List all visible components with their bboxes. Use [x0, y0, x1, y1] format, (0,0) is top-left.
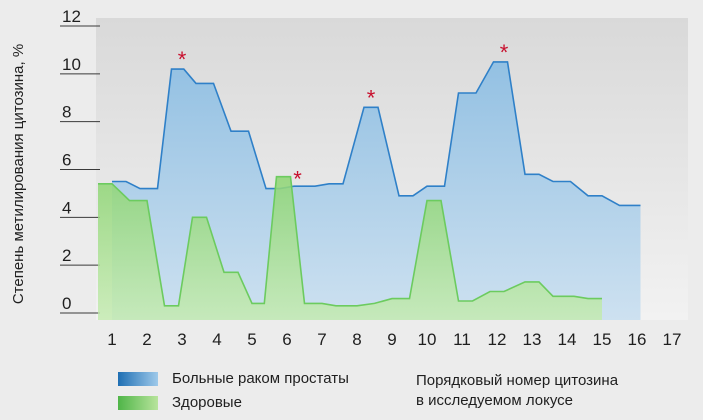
y-tick-label: 0 [62, 294, 71, 313]
y-tick-label: 4 [62, 198, 71, 217]
x-axis-ticks: 1 2 3 4 5 6 7 8 9 10 11 12 13 14 15 16 17 [107, 330, 681, 349]
x-tick-label: 6 [282, 330, 291, 349]
legend-label: Больные раком простаты [172, 370, 349, 387]
y-tick-label: 10 [62, 55, 81, 74]
x-tick-label: 9 [387, 330, 396, 349]
x-tick-label: 2 [142, 330, 151, 349]
legend-item-healthy: Здоровые [118, 394, 242, 411]
x-tick-label: 3 [177, 330, 186, 349]
legend-label: Здоровые [172, 394, 242, 411]
x-tick-label: 4 [212, 330, 221, 349]
x-tick-label: 10 [418, 330, 437, 349]
y-tick-label: 12 [62, 7, 81, 26]
x-tick-label: 16 [628, 330, 647, 349]
legend-swatch [118, 395, 158, 410]
x-tick-label: 11 [453, 330, 471, 349]
grid [60, 25, 100, 314]
significance-marker: * [178, 47, 187, 72]
x-axis-note: Порядковый номер цитозина в исследуемом … [416, 371, 686, 411]
significance-marker: * [367, 85, 376, 110]
series-line-1 [112, 61, 641, 207]
series-area-1 [112, 61, 641, 321]
series-area-2 [98, 176, 602, 320]
x-tick-label: 5 [247, 330, 256, 349]
y-axis-ticks: 0 2 4 6 8 10 12 [62, 7, 81, 313]
x-axis-note-line: Порядковый номер цитозина [416, 372, 619, 389]
x-tick-label: 12 [488, 330, 507, 349]
x-axis-note-line: в исследуемом локусе [416, 392, 574, 409]
x-tick-label: 13 [523, 330, 542, 349]
significance-marker: * [293, 167, 302, 192]
x-tick-label: 15 [593, 330, 612, 349]
significance-marker: * [500, 40, 509, 65]
areas [98, 61, 641, 321]
x-tick-label: 7 [317, 330, 326, 349]
x-tick-label: 8 [352, 330, 361, 349]
legend-swatch [118, 371, 158, 386]
y-tick-label: 8 [62, 103, 71, 122]
x-tick-label: 14 [558, 330, 577, 349]
y-tick-label: 6 [62, 151, 71, 170]
y-tick-label: 2 [62, 246, 71, 265]
legend-item-patients: Больные раком простаты [118, 370, 349, 387]
x-tick-label: 1 [107, 330, 116, 349]
y-axis-label: Степень метилирования цитозина, % [10, 44, 27, 304]
x-tick-label: 17 [663, 330, 682, 349]
series-line-2 [98, 175, 602, 307]
significance-markers: * * * * [178, 40, 509, 192]
